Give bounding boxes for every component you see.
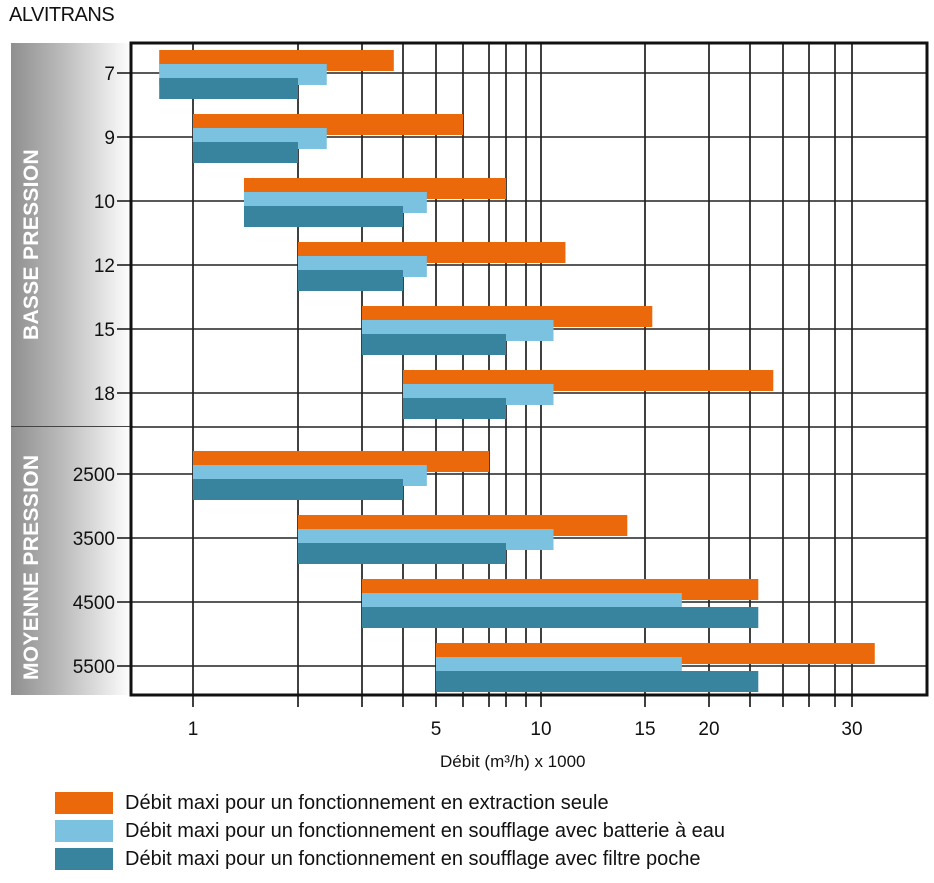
y-tick-label: 3500 bbox=[73, 529, 115, 550]
plot-frame bbox=[129, 41, 929, 697]
y-tick-label: 7 bbox=[104, 64, 115, 85]
bar-filtre bbox=[298, 270, 403, 291]
x-tick-label: 15 bbox=[634, 719, 655, 740]
x-tick-label: 5 bbox=[431, 719, 442, 740]
legend-swatch-filtre bbox=[55, 848, 113, 870]
legend-item-filtre: Débit maxi pour un fonctionnement en sou… bbox=[55, 845, 725, 873]
bar-filtre bbox=[298, 543, 506, 564]
bar-filtre bbox=[362, 607, 759, 628]
y-tick-label: 18 bbox=[94, 384, 115, 405]
x-axis-title: Débit (m³/h) x 1000 bbox=[440, 752, 586, 771]
y-tick-label: 4500 bbox=[73, 593, 115, 614]
bar-filtre bbox=[436, 671, 759, 692]
legend: Débit maxi pour un fonctionnement en ext… bbox=[55, 789, 725, 873]
bar-filtre bbox=[159, 78, 298, 99]
legend-label: Débit maxi pour un fonctionnement en ext… bbox=[125, 791, 609, 814]
legend-swatch-batterie bbox=[55, 820, 113, 842]
bar-filtre bbox=[243, 206, 403, 227]
legend-item-batterie: Débit maxi pour un fonctionnement en sou… bbox=[55, 817, 725, 845]
y-tick-label: 12 bbox=[94, 256, 115, 277]
legend-item-extraction: Débit maxi pour un fonctionnement en ext… bbox=[55, 789, 725, 817]
y-tick-label: 10 bbox=[94, 192, 115, 213]
legend-label: Débit maxi pour un fonctionnement en sou… bbox=[125, 819, 726, 842]
x-tick-label: 10 bbox=[530, 719, 551, 740]
x-tick-label: 20 bbox=[698, 719, 719, 740]
x-tick-label: 1 bbox=[188, 719, 199, 740]
legend-swatch-extraction bbox=[55, 792, 113, 814]
group-band-moyenne-pression bbox=[11, 427, 131, 695]
x-tick-label: 30 bbox=[841, 719, 862, 740]
brand-title: ALVITRANS bbox=[9, 4, 115, 26]
y-tick-label: 2500 bbox=[73, 465, 115, 486]
y-tick-label: 9 bbox=[104, 128, 115, 149]
bar-filtre bbox=[403, 398, 506, 419]
y-tick-label: 5500 bbox=[73, 657, 115, 678]
bar-filtre bbox=[362, 334, 506, 355]
bar-filtre bbox=[193, 142, 298, 163]
legend-label: Débit maxi pour un fonctionnement en sou… bbox=[125, 847, 701, 870]
group-band-basse-pression bbox=[11, 43, 131, 426]
bar-filtre bbox=[193, 479, 403, 500]
y-tick-label: 15 bbox=[94, 320, 115, 341]
group-divider bbox=[11, 426, 133, 427]
